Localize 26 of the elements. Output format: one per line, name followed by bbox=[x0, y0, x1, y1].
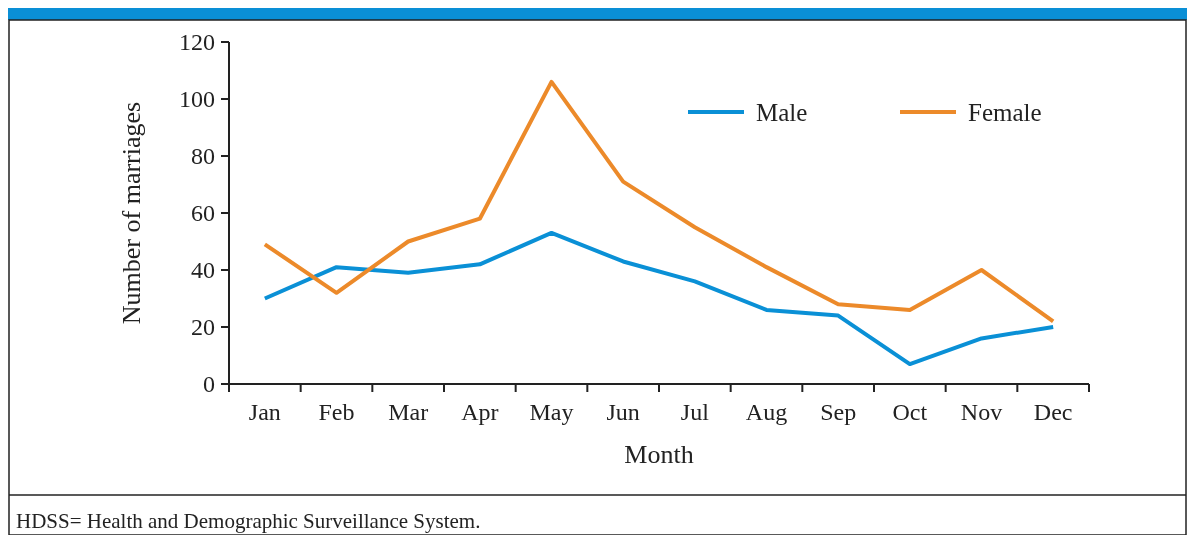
x-tick-label: Feb bbox=[318, 399, 355, 425]
line-series bbox=[262, 79, 1056, 324]
y-tick-label: 20 bbox=[191, 314, 215, 341]
x-tick-label: Mar bbox=[388, 399, 429, 425]
x-tick-label: Apr bbox=[461, 399, 499, 425]
y-axis-title: Number of marriages bbox=[117, 101, 146, 325]
x-axis-title: Month bbox=[624, 440, 694, 469]
y-tick-label: 120 bbox=[179, 29, 215, 56]
x-tick-label: Jan bbox=[248, 399, 281, 425]
line-series bbox=[262, 230, 1056, 367]
x-tick-label: Dec bbox=[1033, 399, 1073, 425]
y-tick-label: 80 bbox=[191, 143, 215, 170]
x-tick-label: Oct bbox=[892, 399, 928, 425]
x-tick-label: Jul bbox=[680, 399, 710, 425]
y-tick-label: 60 bbox=[191, 200, 215, 227]
legend-label: Male bbox=[756, 98, 808, 126]
text: HDSS= Health and Demographic Surveillance System. bbox=[16, 509, 481, 534]
y-tick-label: 100 bbox=[179, 86, 215, 113]
x-tick-label: Nov bbox=[960, 399, 1003, 425]
y-tick-label: 0 bbox=[203, 371, 215, 398]
y-tick-label: 40 bbox=[191, 257, 215, 284]
x-tick-label: Sep bbox=[820, 399, 857, 425]
x-tick-label: May bbox=[529, 399, 574, 425]
legend-label: Female bbox=[968, 98, 1042, 126]
x-tick-label: Aug bbox=[745, 399, 788, 425]
x-tick-label: Jun bbox=[606, 399, 640, 425]
